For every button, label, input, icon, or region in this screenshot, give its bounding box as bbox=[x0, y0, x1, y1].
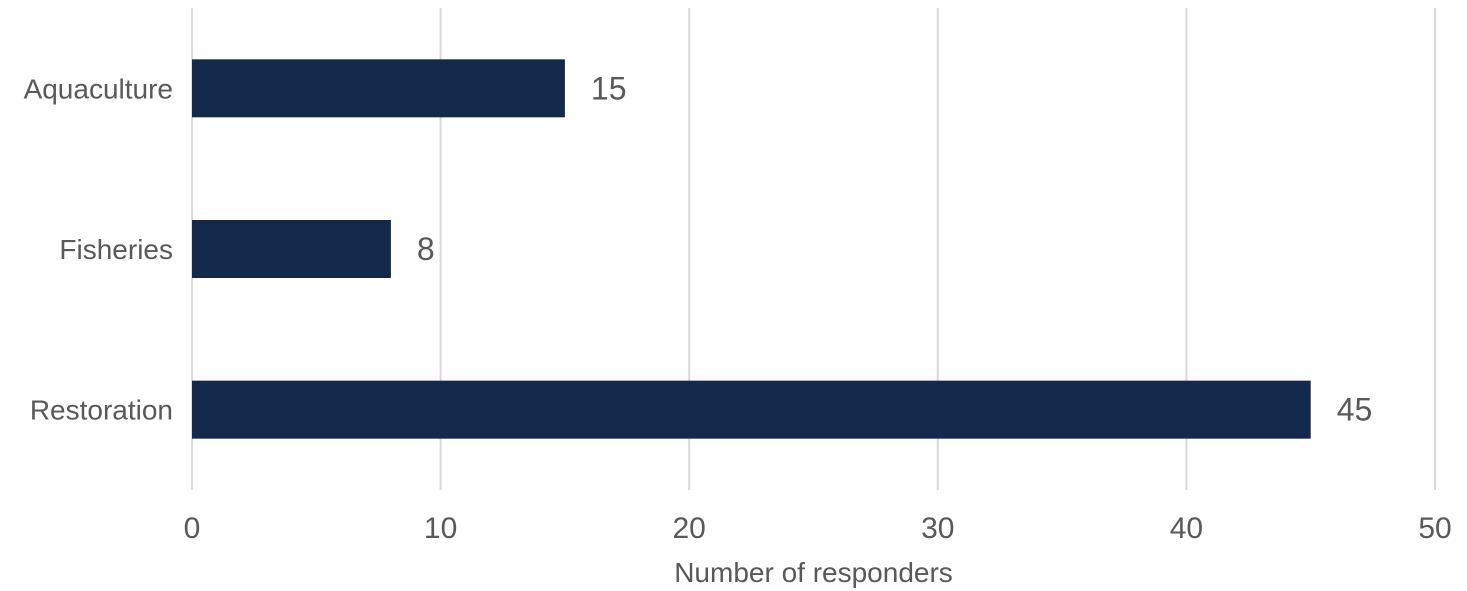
data-label-restoration: 45 bbox=[1337, 392, 1373, 428]
bar-fisheries bbox=[192, 220, 391, 278]
data-label-aquaculture: 15 bbox=[591, 70, 627, 106]
x-tick-label: 10 bbox=[424, 512, 457, 545]
x-tick-label: 30 bbox=[921, 512, 954, 545]
x-tick-label: 0 bbox=[184, 512, 201, 545]
category-labels: Aquaculture Fisheries Restoration bbox=[24, 73, 173, 425]
x-axis-title: Number of responders bbox=[674, 557, 953, 588]
category-label-fisheries: Fisheries bbox=[59, 234, 173, 265]
x-tick-label: 50 bbox=[1418, 512, 1451, 545]
x-tick-label: 20 bbox=[673, 512, 706, 545]
bar-aquaculture bbox=[192, 59, 565, 118]
data-label-fisheries: 8 bbox=[417, 231, 435, 267]
category-label-aquaculture: Aquaculture bbox=[24, 73, 173, 104]
bars bbox=[192, 59, 1311, 439]
category-label-restoration: Restoration bbox=[30, 395, 173, 426]
x-tick-labels: 0 10 20 30 40 50 bbox=[184, 512, 1452, 545]
bar-restoration bbox=[192, 380, 1311, 439]
x-tick-label: 40 bbox=[1170, 512, 1203, 545]
data-labels: 15 8 45 bbox=[417, 70, 1372, 427]
